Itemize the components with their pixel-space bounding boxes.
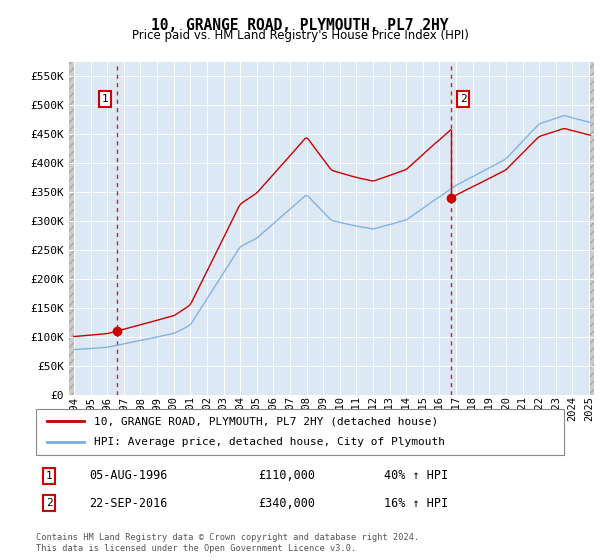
Text: 10, GRANGE ROAD, PLYMOUTH, PL7 2HY: 10, GRANGE ROAD, PLYMOUTH, PL7 2HY [151, 18, 449, 33]
Text: £110,000: £110,000 [258, 469, 315, 482]
Text: £340,000: £340,000 [258, 497, 315, 510]
Text: Contains HM Land Registry data © Crown copyright and database right 2024.
This d: Contains HM Land Registry data © Crown c… [36, 533, 419, 553]
Text: 40% ↑ HPI: 40% ↑ HPI [385, 469, 449, 482]
Text: HPI: Average price, detached house, City of Plymouth: HPI: Average price, detached house, City… [94, 437, 445, 447]
Text: 1: 1 [46, 471, 53, 481]
Text: 10, GRANGE ROAD, PLYMOUTH, PL7 2HY (detached house): 10, GRANGE ROAD, PLYMOUTH, PL7 2HY (deta… [94, 416, 439, 426]
Text: 2: 2 [460, 94, 466, 104]
Text: 22-SEP-2016: 22-SEP-2016 [89, 497, 167, 510]
Text: 2: 2 [46, 498, 53, 508]
Bar [589, 62, 594, 395]
Text: 1: 1 [102, 94, 109, 104]
Text: 16% ↑ HPI: 16% ↑ HPI [385, 497, 449, 510]
Bar [69, 62, 74, 395]
FancyBboxPatch shape [36, 409, 564, 455]
Text: 05-AUG-1996: 05-AUG-1996 [89, 469, 167, 482]
Text: Price paid vs. HM Land Registry's House Price Index (HPI): Price paid vs. HM Land Registry's House … [131, 29, 469, 42]
